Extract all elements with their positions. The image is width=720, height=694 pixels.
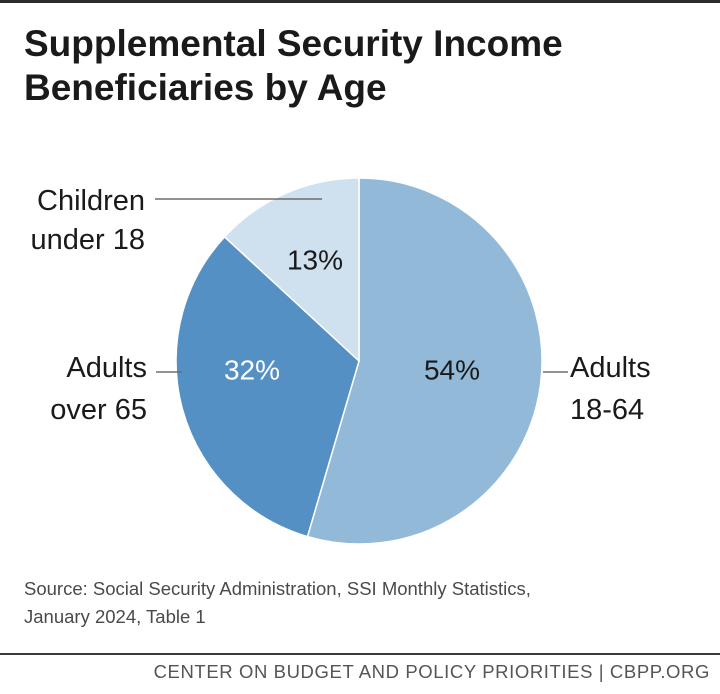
source-note: Source: Social Security Administration, … <box>24 575 704 631</box>
chart-title: Supplemental Security Income Beneficiari… <box>24 22 704 110</box>
pie-slice <box>175 235 360 538</box>
chart-title-line-2: Beneficiaries by Age <box>24 67 387 108</box>
slice-category-label: 18-64 <box>570 394 644 426</box>
bottom-rule <box>0 653 720 655</box>
source-line-2: January 2024, Table 1 <box>24 606 206 627</box>
source-line-1: Source: Social Security Administration, … <box>24 578 531 599</box>
pie-slice <box>223 177 360 363</box>
pie-slice <box>306 177 543 545</box>
pie-slices <box>175 177 543 545</box>
slice-category-label: Adults <box>570 352 651 384</box>
chart-title-line-1: Supplemental Security Income <box>24 23 563 64</box>
slice-category-label: over 65 <box>50 394 147 426</box>
slice-category-label: Adults <box>66 352 147 384</box>
footer-credit: CENTER ON BUDGET AND POLICY PRIORITIES |… <box>153 661 710 682</box>
pie-percent-labels: 54% 32% 13% <box>224 244 480 385</box>
top-rule <box>0 0 720 3</box>
slice-category-label: Children <box>37 185 145 217</box>
slice-percent-label: 13% <box>287 244 343 275</box>
pie-callouts: Adults 18-64 Adults over 65 Children under 18 <box>31 185 651 426</box>
slice-percent-label: 54% <box>424 354 480 385</box>
slice-category-label: under 18 <box>31 224 146 256</box>
pie-chart: 54% 32% 13% Adults 18-64 Adults over 65 Childr… <box>31 177 651 545</box>
slice-percent-label: 32% <box>224 354 280 385</box>
